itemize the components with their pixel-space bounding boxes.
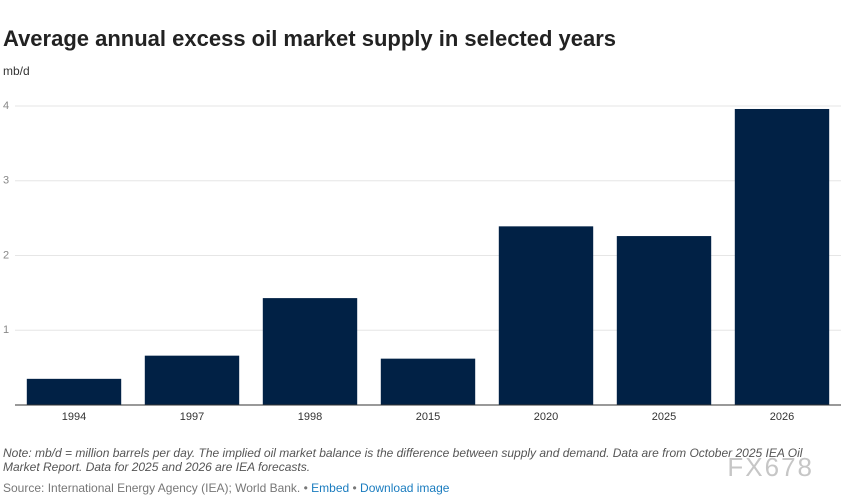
download-link[interactable]: Download image (360, 481, 450, 495)
y-tick-label: 1 (3, 324, 9, 336)
y-tick-label: 3 (3, 175, 9, 187)
x-tick-label: 1994 (62, 411, 86, 423)
bar (262, 298, 358, 405)
bar (144, 355, 240, 405)
bar (380, 358, 476, 405)
x-tick-label: 1997 (180, 411, 204, 423)
y-axis-label: mb/d (3, 64, 30, 78)
y-tick-label: 2 (3, 249, 9, 261)
x-tick-label: 1998 (298, 411, 322, 423)
watermark: FX678 (727, 452, 814, 482)
bar (26, 378, 122, 405)
chart-title: Average annual excess oil market supply … (3, 26, 616, 51)
bar (734, 108, 830, 406)
x-tick-label: 2026 (770, 411, 794, 423)
source: Source: International Energy Agency (IEA… (3, 481, 301, 495)
source-line: Source: International Energy Agency (IEA… (3, 481, 450, 495)
bar (498, 226, 594, 405)
chart: Average annual excess oil market supply … (3, 26, 841, 423)
embed-link[interactable]: Embed (311, 481, 350, 495)
bar (616, 236, 712, 405)
note: Note: mb/d = million barrels per day. Th… (3, 446, 803, 474)
y-tick-label: 4 (3, 100, 9, 112)
x-tick-label: 2025 (652, 411, 676, 423)
x-tick-label: 2020 (534, 411, 558, 423)
x-tick-label: 2015 (416, 411, 440, 423)
